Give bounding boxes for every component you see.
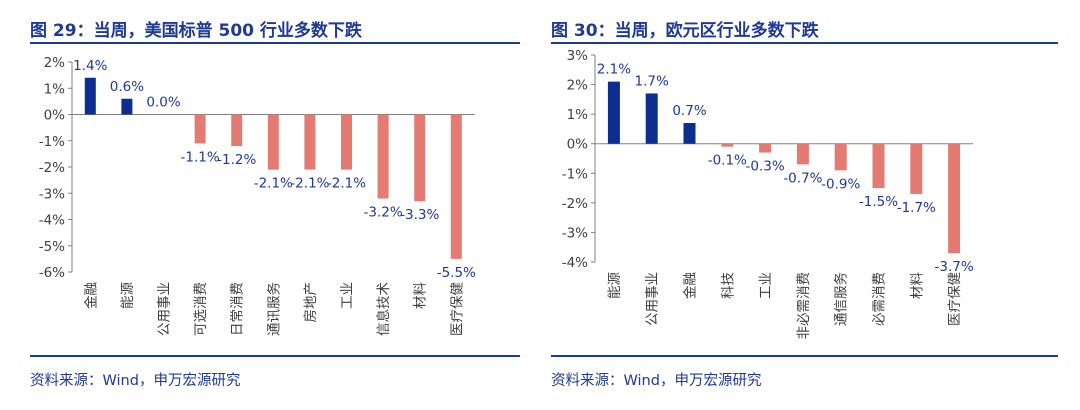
left-category-label: 工业	[340, 282, 356, 309]
left-bar	[450, 114, 462, 259]
right-y-tick-label: -4%	[562, 255, 588, 271]
left-category-label: 公用事业	[157, 282, 173, 336]
left-data-label: -1.1%	[181, 149, 220, 165]
right-data-label: -0.1%	[708, 153, 747, 169]
left-y-tick-label: -5%	[39, 239, 65, 255]
left-category-label: 通讯服务	[266, 282, 282, 336]
right-chart-title: 图 30：当周，欧元区行业多数下跌	[551, 21, 819, 41]
left-y-tick-label: 0%	[44, 108, 66, 124]
left-bar	[414, 114, 426, 202]
left-bar-chart: 2% 1% 0% -1% -2% -3% -4% -5% -6% 1.4% 金融 0.6% 能源 0.0%…	[39, 55, 476, 336]
left-data-label: -2.1%	[290, 176, 329, 192]
left-source-rule	[30, 355, 520, 357]
right-data-label: -1.7%	[897, 200, 936, 216]
right-category-label: 非必需消费	[796, 272, 812, 340]
left-bar	[231, 114, 243, 146]
left-source-note: 资料来源：Wind，申万宏源研究	[30, 373, 241, 389]
left-y-tick-label: -4%	[39, 213, 65, 229]
left-y-tick-label: -1%	[39, 134, 65, 150]
left-y-tick-label: -6%	[39, 265, 65, 281]
left-y-tick-label: 1%	[44, 81, 66, 97]
left-y-tick-label: 2%	[44, 55, 66, 71]
left-data-label: -1.2%	[217, 152, 256, 168]
right-bar-chart: 3% 2% 1% 0% -1% -2% -3% -4% 2.1% 能源 1.7% 公用事业 0.7% 金融…	[562, 48, 974, 340]
right-category-label: 公用事业	[645, 272, 661, 326]
right-source-note: 资料来源：Wind，申万宏源研究	[551, 373, 762, 389]
left-chart-title: 图 29：当周，美国标普 500 行业多数下跌	[30, 21, 362, 41]
left-y-tick-label: -2%	[39, 160, 65, 176]
right-chart-panel: 图 30：当周，欧元区行业多数下跌 3% 2% 1% 0% -1% -2% -3% -4% 2.…	[548, 0, 1080, 410]
right-bar	[721, 143, 734, 147]
right-y-tick-label: -2%	[562, 196, 588, 212]
left-data-label: -3.2%	[364, 205, 403, 221]
right-category-label: 金融	[683, 272, 699, 299]
left-data-label: -3.3%	[400, 207, 439, 223]
right-data-label: -3.7%	[935, 259, 974, 275]
right-category-label: 通信服务	[834, 272, 850, 326]
right-title-rule	[551, 42, 1058, 44]
right-data-label: -1.5%	[859, 194, 898, 210]
left-bar	[84, 77, 96, 115]
right-category-label: 工业	[758, 272, 774, 299]
right-y-tick-label: 1%	[567, 107, 589, 123]
right-category-label: 材料	[909, 272, 925, 299]
left-category-label: 可选消费	[193, 282, 209, 336]
left-title-rule	[30, 42, 520, 44]
right-y-tick-label: -1%	[562, 166, 588, 182]
left-category-label: 房地产	[303, 282, 319, 323]
right-bar	[834, 143, 847, 171]
left-data-label: -2.1%	[327, 176, 366, 192]
left-category-label: 金融	[83, 282, 99, 309]
left-data-label: 0.0%	[146, 95, 180, 111]
right-source-rule	[551, 355, 1058, 357]
right-data-label: 1.7%	[635, 73, 669, 89]
right-y-tick-label: 2%	[567, 78, 589, 94]
left-bar	[341, 114, 352, 170]
right-bar	[607, 81, 620, 144]
left-chart-panel: 图 29：当周，美国标普 500 行业多数下跌 2% 1% 0% -1% -2% -3% -…	[30, 21, 520, 389]
right-bar	[948, 143, 961, 254]
right-category-label: 能源	[607, 272, 623, 299]
left-data-label: 1.4%	[73, 58, 107, 74]
right-bar	[645, 93, 658, 144]
left-category-label: 材料	[413, 282, 429, 309]
left-data-label: 0.6%	[110, 79, 144, 95]
right-data-label: 0.7%	[672, 103, 706, 119]
left-data-label: -5.5%	[437, 265, 476, 281]
left-bar	[194, 114, 206, 144]
right-y-tick-label: 0%	[567, 137, 589, 153]
right-bar	[683, 123, 696, 144]
left-bar	[267, 114, 279, 170]
right-category-label: 科技	[720, 272, 736, 299]
right-category-label: 医疗保健	[947, 272, 963, 326]
left-category-label: 日常消费	[230, 282, 246, 336]
right-y-tick-label: -3%	[562, 225, 588, 241]
left-bar	[121, 98, 133, 115]
right-bar	[910, 143, 923, 194]
left-bar	[304, 114, 316, 170]
right-bar	[796, 143, 809, 165]
left-category-label: 能源	[120, 282, 136, 309]
right-data-label: -0.3%	[746, 159, 785, 175]
right-bar	[872, 143, 885, 189]
right-bar	[759, 143, 772, 153]
left-category-label: 医疗保健	[449, 282, 465, 336]
right-data-label: 2.1%	[597, 62, 631, 78]
left-bar	[377, 114, 389, 199]
right-category-label: 必需消费	[872, 272, 888, 326]
left-data-label: -2.1%	[254, 176, 293, 192]
left-y-tick-label: -3%	[39, 186, 65, 202]
right-data-label: -0.7%	[783, 170, 822, 186]
right-y-tick-label: 3%	[567, 48, 589, 64]
right-data-label: -0.9%	[821, 176, 860, 192]
left-category-label: 信息技术	[375, 282, 392, 336]
